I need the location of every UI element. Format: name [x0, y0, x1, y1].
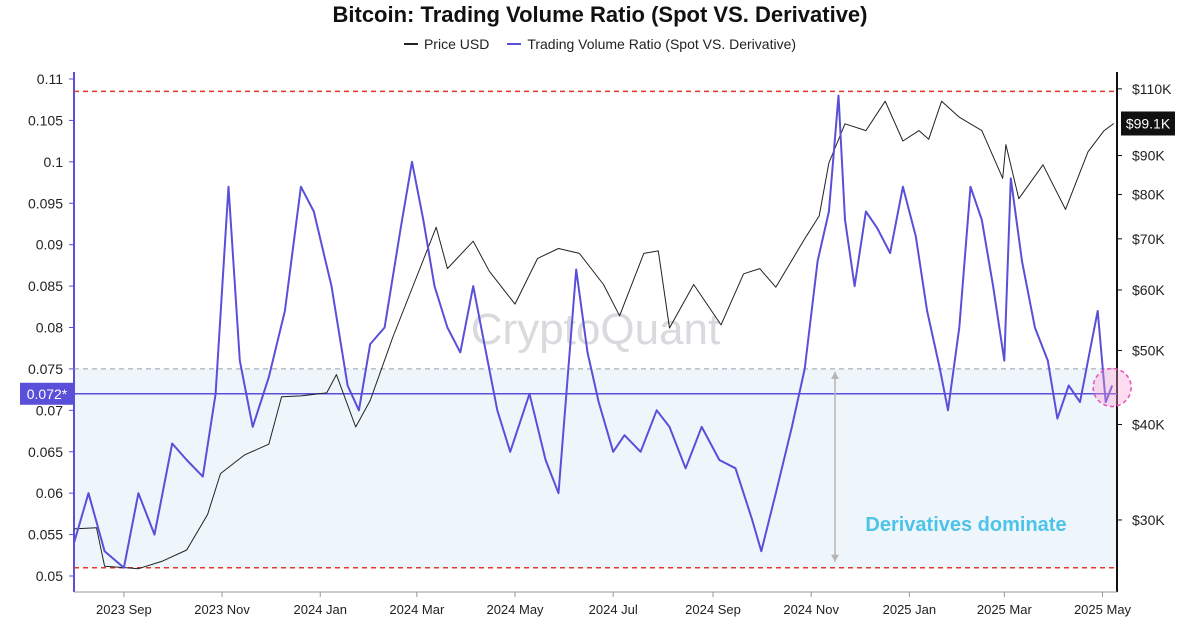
price-line-swatch: [403, 43, 418, 45]
x-tick-label: 2024 Nov: [783, 602, 839, 617]
y-right-tick-label: $40K: [1132, 417, 1165, 433]
y-left-tick-label: 0.105: [28, 112, 63, 128]
y-left-tick-label: 0.1: [44, 154, 64, 170]
dominate-zone-fill: [74, 368, 1117, 568]
chart-title: Bitcoin: Trading Volume Ratio (Spot VS. …: [332, 2, 868, 27]
x-tick-label: 2025 May: [1074, 602, 1132, 617]
y-right-tick-label: $30K: [1132, 512, 1165, 528]
y-left-tick-label: 0.11: [37, 71, 63, 87]
x-tick-label: 2025 Mar: [977, 602, 1033, 617]
watermark: CryptoQuant: [471, 305, 720, 354]
current-value-marker: [1092, 367, 1132, 408]
annotation-label: Derivatives dominate: [865, 514, 1066, 536]
y-left-tick-label: 0.085: [28, 278, 63, 294]
annotation-arrow-head-top: [831, 371, 839, 379]
y-right-tick-label: $60K: [1132, 282, 1165, 298]
y-left-tick-label: 0.075: [28, 361, 63, 377]
x-tick-label: 2024 Jan: [294, 602, 348, 617]
x-tick-label: 2024 Mar: [389, 602, 445, 617]
legend-item-price[interactable]: Price USD: [403, 36, 490, 52]
y-left-tick-label: 0.095: [28, 195, 63, 211]
y-left-tick-label: 0.08: [36, 320, 63, 336]
y-right-tick-label: $70K: [1132, 231, 1165, 247]
y-left-tick-label: 0.07: [36, 402, 63, 418]
y-right-tick-label: $90K: [1132, 147, 1165, 163]
x-tick-label: 2024 May: [486, 602, 544, 617]
x-tick-label: 2023 Nov: [194, 602, 250, 617]
y-left-tick-label: 0.06: [36, 485, 63, 501]
y-left-tick-label: 0.09: [36, 237, 63, 253]
current-ratio-badge: [20, 382, 74, 405]
y-left-tick-label: 0.05: [36, 568, 63, 584]
current-ratio-label: 0.072*: [27, 386, 68, 402]
price-series-line: [73, 100, 1115, 570]
ratio-series-line: [73, 94, 1114, 569]
y-left-tick-label: 0.065: [28, 444, 63, 460]
x-tick-label: 2023 Sep: [96, 602, 152, 617]
legend-label-price: Price USD: [423, 36, 490, 52]
current-price-label: $99.1K: [1126, 115, 1171, 131]
y-right-tick-label: $110K: [1132, 81, 1172, 97]
y-left-tick-label: 0.055: [28, 527, 63, 543]
current-price-badge: [1121, 111, 1175, 136]
ratio-line-swatch: [507, 43, 522, 45]
y-right-tick-label: $50K: [1132, 342, 1165, 358]
y-right-tick-label: $80K: [1132, 187, 1165, 203]
x-tick-label: 2024 Jul: [589, 602, 638, 617]
legend-item-ratio[interactable]: Trading Volume Ratio (Spot VS. Derivativ…: [507, 36, 796, 52]
x-tick-label: 2025 Jan: [883, 602, 937, 617]
annotation-arrow-head-bottom: [831, 554, 839, 562]
legend: Price USD Trading Volume Ratio (Spot VS.…: [0, 36, 1200, 52]
x-tick-label: 2024 Sep: [685, 602, 741, 617]
legend-label-ratio: Trading Volume Ratio (Spot VS. Derivativ…: [527, 36, 797, 52]
